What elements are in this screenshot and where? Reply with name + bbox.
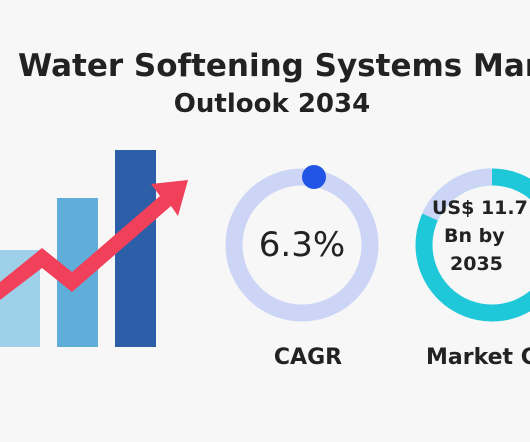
stat-label: CAGR [274, 345, 342, 370]
stat-label: Market Gr [426, 345, 530, 370]
stat-value: US$ 11.7 [432, 197, 528, 219]
growth-icon [0, 150, 188, 347]
icon-arrow [0, 180, 188, 300]
cagr-ring [225, 165, 379, 322]
stat-value: 6.3% [259, 225, 345, 265]
subtitle: Outlook 2034 [174, 89, 370, 119]
stat-value: 2035 [450, 253, 503, 275]
market-ring [415, 168, 530, 322]
title: Water Softening Systems Market [18, 48, 530, 84]
stat-value: Bn by [444, 225, 505, 247]
ring-dot [302, 165, 326, 189]
ring-segment [422, 168, 493, 221]
